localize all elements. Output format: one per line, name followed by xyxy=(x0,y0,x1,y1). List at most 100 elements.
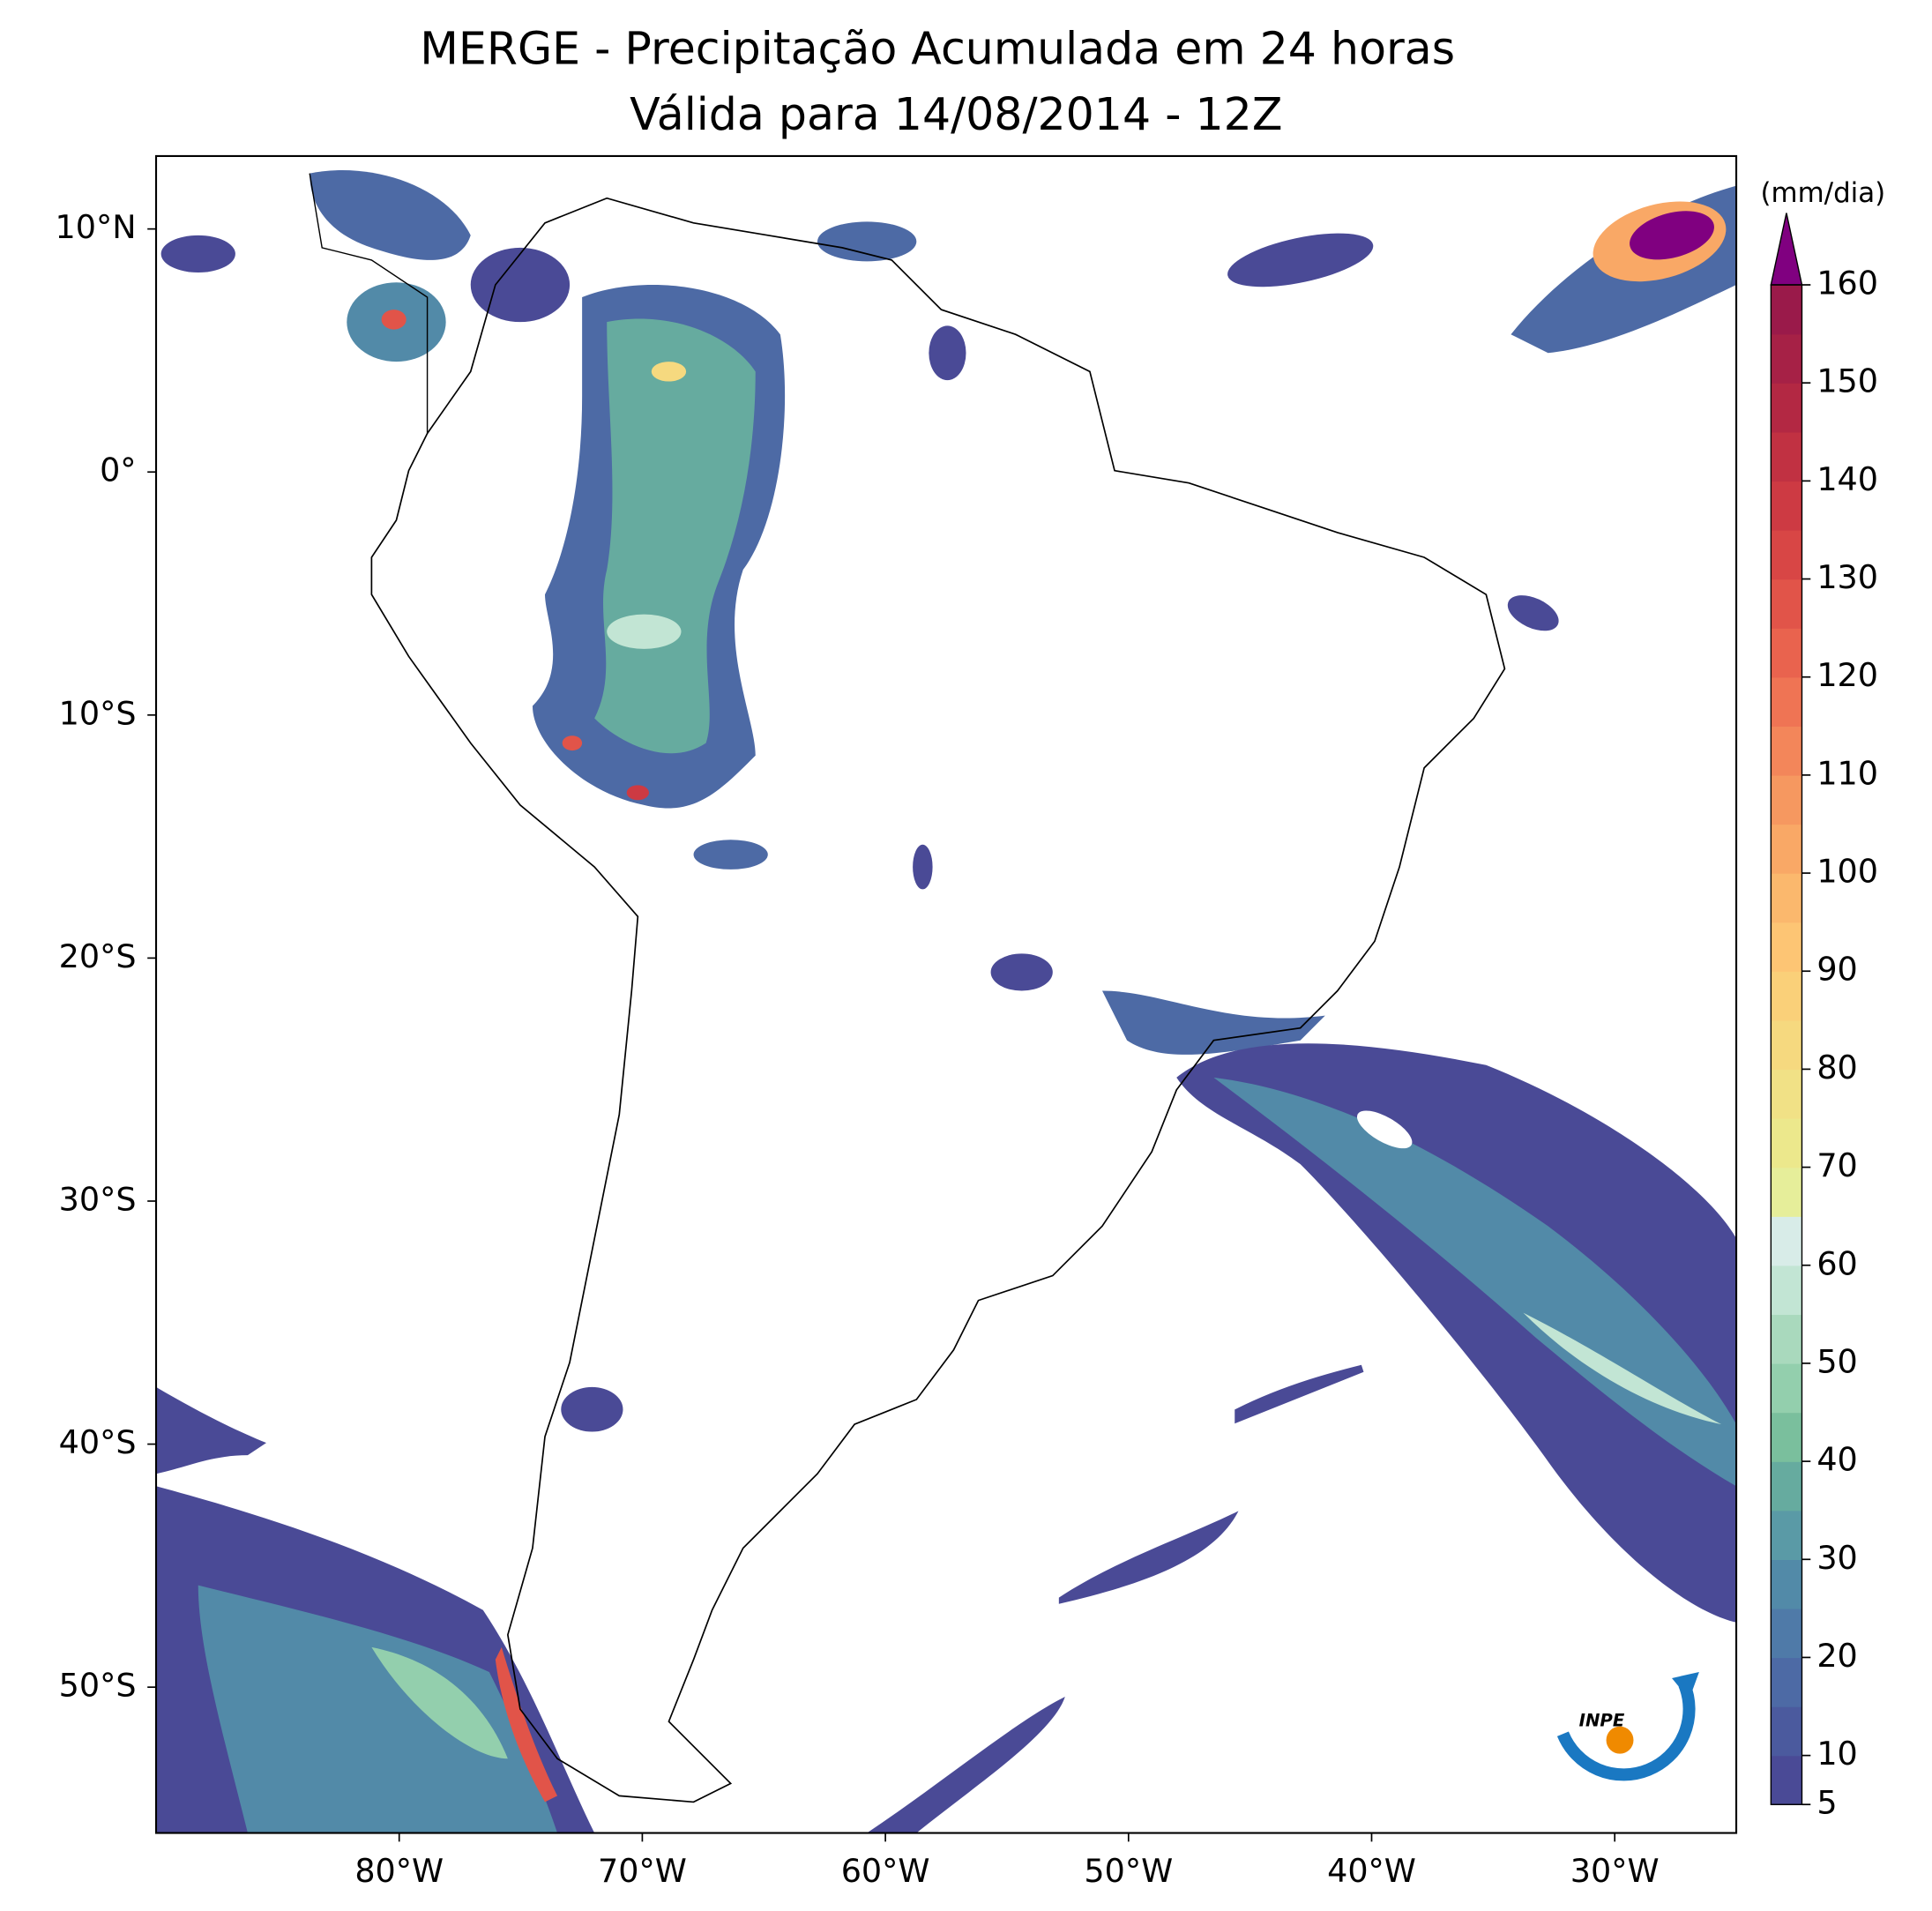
precip-area xyxy=(651,362,687,382)
colorbar-band xyxy=(1771,1314,1802,1364)
precip-area xyxy=(1058,1511,1239,1604)
precip-area xyxy=(626,785,649,801)
x-tick-label: 40°W xyxy=(1327,1852,1416,1890)
logo-text: INPE xyxy=(1579,1711,1625,1731)
colorbar-tick-label: 120 xyxy=(1816,656,1878,694)
colorbar-tick-label: 100 xyxy=(1816,853,1878,891)
precip-area xyxy=(607,614,682,649)
colorbar-band xyxy=(1771,431,1802,482)
colorbar-band xyxy=(1771,1706,1802,1757)
colorbar-tick-label: 30 xyxy=(1816,1539,1857,1577)
precip-area xyxy=(1235,1364,1364,1424)
logo-dot xyxy=(1606,1726,1634,1754)
map-area: INPE xyxy=(156,155,1737,1833)
precip-area xyxy=(1176,1043,1737,1623)
colorbar-band xyxy=(1771,1510,1802,1560)
colorbar-band xyxy=(1771,529,1802,580)
coastline xyxy=(370,197,1506,1803)
colorbar-band xyxy=(1771,579,1802,629)
precip-area xyxy=(1101,990,1325,1055)
colorbar-tick-label: 80 xyxy=(1816,1049,1857,1086)
logo-arrow xyxy=(1672,1671,1699,1699)
colorbar-frame xyxy=(1770,284,1803,1805)
dynamic-layer: 80°W 70°W 60°W 50°W 40°W 30°W 10°N 0° 10°S 20°S 30… xyxy=(56,208,1878,1890)
colorbar-tick-label: 140 xyxy=(1816,460,1878,498)
colorbar-band xyxy=(1771,1117,1802,1168)
x-tick-label: 80°W xyxy=(354,1852,444,1890)
x-tick-label: 50°W xyxy=(1084,1852,1173,1890)
colorbar-band xyxy=(1771,628,1802,678)
precip-area xyxy=(561,1386,623,1432)
colorbar-band xyxy=(1771,1461,1802,1512)
colorbar-band xyxy=(1771,1657,1802,1707)
colorbar-band xyxy=(1771,971,1802,1021)
precip-area xyxy=(867,1697,1065,1833)
precip-area xyxy=(371,1646,508,1759)
precip-gap xyxy=(1356,1110,1413,1149)
precip-area xyxy=(156,1386,267,1474)
colorbar-band xyxy=(1771,1608,1802,1659)
colorbar-label: (mm/dia) xyxy=(1760,177,1885,209)
subtitle: Válida para 14/08/2014 - 12Z xyxy=(630,88,1282,140)
y-tick-label: 40°S xyxy=(59,1423,137,1461)
colorbar-tick-label: 5 xyxy=(1816,1784,1837,1822)
precip-area xyxy=(1227,233,1374,287)
title: MERGE - Precipitação Acumulada em 24 hor… xyxy=(420,22,1455,74)
colorbar-band xyxy=(1771,1559,1802,1609)
colorbar-tick-label: 50 xyxy=(1816,1342,1857,1380)
colorbar-band xyxy=(1771,285,1802,335)
colorbar-band xyxy=(1771,824,1802,874)
logo-arc xyxy=(1556,1682,1696,1781)
y-tick-label: 50°S xyxy=(59,1667,137,1705)
colorbar-tick-label: 150 xyxy=(1816,362,1878,400)
colorbar-extend xyxy=(1770,213,1803,286)
colorbar-tick-label: 10 xyxy=(1816,1735,1857,1773)
colorbar-band xyxy=(1771,1216,1802,1266)
precip-area xyxy=(1523,1312,1722,1425)
colorbar-band xyxy=(1771,922,1802,972)
precip-area xyxy=(929,325,966,381)
colorbar-tick-label: 90 xyxy=(1816,951,1857,989)
colorbar-band xyxy=(1771,726,1802,776)
colorbar-band xyxy=(1771,1167,1802,1217)
colorbar-band xyxy=(1771,383,1802,433)
precip-area xyxy=(990,953,1053,991)
map-background xyxy=(156,155,1737,1833)
colorbar-band xyxy=(1771,481,1802,531)
colorbar-tick-label: 130 xyxy=(1816,558,1878,596)
colorbar-band xyxy=(1771,676,1802,728)
x-tick-label: 60°W xyxy=(841,1852,930,1890)
precip-area xyxy=(198,1585,558,1833)
colorbar-band xyxy=(1771,1265,1802,1316)
colorbar-band xyxy=(1771,774,1802,825)
precip-area xyxy=(160,235,235,272)
colorbar-tick-label: 40 xyxy=(1816,1441,1857,1479)
x-tick-label: 30°W xyxy=(1570,1852,1660,1890)
coastline xyxy=(309,173,429,434)
colorbar-tick-label: 70 xyxy=(1816,1146,1857,1184)
colorbar-band xyxy=(1771,1069,1802,1119)
colorbar-tick-label: 20 xyxy=(1816,1637,1857,1675)
colorbar-tick-label: 110 xyxy=(1816,754,1878,792)
precip-area xyxy=(817,221,917,262)
precip-area xyxy=(1507,595,1559,631)
precip-area xyxy=(562,735,583,751)
map-frame xyxy=(154,154,1738,1834)
precip-area xyxy=(470,247,571,323)
y-tick-label: 30°S xyxy=(59,1180,137,1218)
colorbar-band xyxy=(1771,1755,1802,1805)
colorbar-band xyxy=(1771,1362,1802,1414)
precip-area xyxy=(310,170,471,260)
y-tick-label: 20°S xyxy=(59,937,137,975)
colorbar-band xyxy=(1771,1019,1802,1071)
precip-area xyxy=(1213,1077,1737,1487)
y-tick-label: 10°S xyxy=(59,694,137,732)
precip-area xyxy=(1630,211,1714,260)
colorbar-band xyxy=(1771,873,1802,923)
colorbar-tick-label: 60 xyxy=(1816,1244,1857,1282)
colorbar-band xyxy=(1771,1412,1802,1462)
precip-area xyxy=(495,1646,558,1803)
colorbar-tick-label: 160 xyxy=(1816,265,1878,302)
precip-area xyxy=(381,310,407,330)
